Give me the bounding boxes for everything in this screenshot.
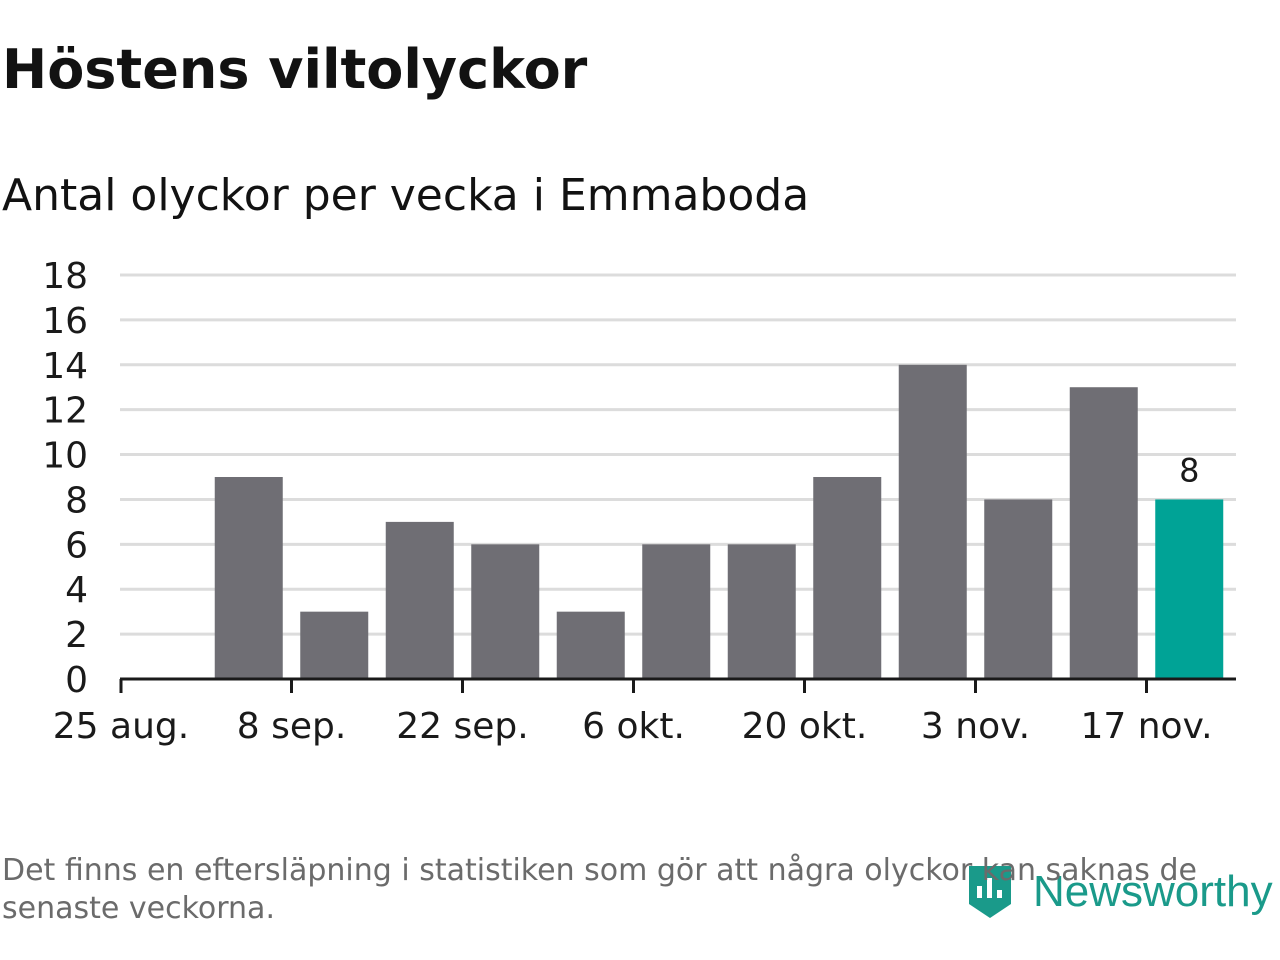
bar [1155, 499, 1224, 679]
bar [813, 477, 882, 679]
y-tick-label: 6 [65, 525, 88, 566]
x-tick-label: 6 okt. [582, 706, 685, 747]
newsworthy-logo-icon [965, 860, 1015, 924]
bar [898, 364, 967, 679]
brand-name: Newsworthy [1033, 867, 1273, 916]
bar [642, 544, 711, 679]
bar [471, 544, 540, 679]
y-tick-label: 14 [42, 346, 88, 387]
bar [214, 477, 283, 679]
x-axis: 25 aug. 8 sep. 22 sep. 6 okt. 20 okt. 3 nov. 1… [53, 677, 1236, 747]
bars [214, 364, 1224, 679]
brand-logo: Newsworthy [965, 862, 1273, 922]
bar [385, 521, 454, 679]
data-labels: 8 [1179, 451, 1199, 489]
bar [1069, 387, 1138, 679]
footnote: Det finns en eftersläpning i statistiken… [2, 853, 1197, 926]
x-tick-label: 22 sep. [396, 706, 528, 747]
x-tick-label: 8 sep. [237, 706, 347, 747]
y-tick-label: 8 [65, 480, 88, 521]
bar [300, 611, 369, 679]
bar [984, 499, 1053, 679]
x-tick-label: 25 aug. [53, 706, 189, 747]
y-tick-label: 4 [65, 570, 88, 611]
data-label: 8 [1179, 451, 1199, 489]
chart-title: Höstens viltolyckor [2, 38, 588, 101]
y-tick-label: 16 [42, 301, 88, 342]
y-tick-label: 10 [42, 436, 88, 477]
bar [556, 611, 625, 679]
y-tick-label: 12 [42, 391, 88, 432]
y-tick-label: 2 [65, 615, 88, 656]
x-tick-label: 3 nov. [921, 706, 1030, 747]
x-tick-label: 20 okt. [742, 706, 868, 747]
x-tick-label: 17 nov. [1080, 706, 1212, 747]
bar [727, 544, 796, 679]
y-tick-label: 0 [65, 660, 88, 701]
chart-subtitle: Antal olyckor per vecka i Emmaboda [2, 170, 810, 221]
y-tick-label: 18 [42, 256, 88, 297]
